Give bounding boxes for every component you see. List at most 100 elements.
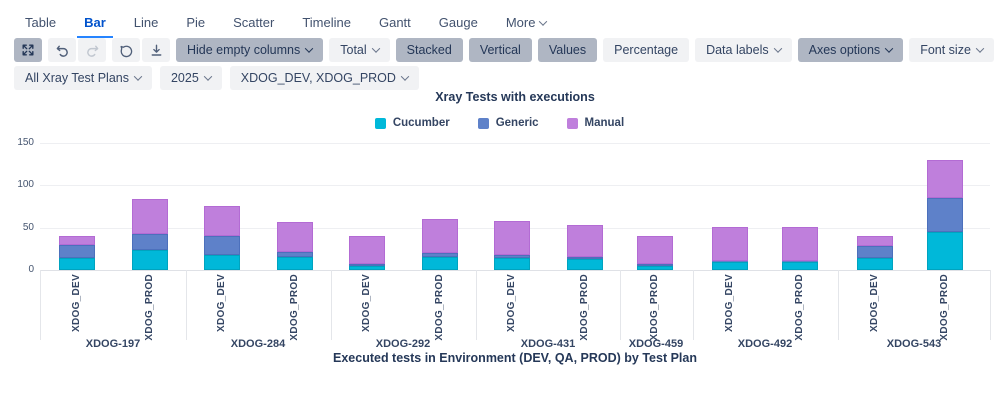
comment-button[interactable] bbox=[112, 38, 140, 62]
legend-swatch-icon bbox=[374, 117, 386, 129]
bar-segment-cucumber[interactable] bbox=[204, 254, 240, 270]
bar-segment-manual[interactable] bbox=[349, 236, 385, 265]
tab-scatter[interactable]: Scatter bbox=[226, 10, 281, 38]
stacked-button[interactable]: Stacked bbox=[395, 38, 463, 62]
total-button[interactable]: Total bbox=[329, 38, 390, 62]
tab-label: Gantt bbox=[378, 15, 411, 30]
filter-bar: All Xray Test Plans 2025 XDOG_DEV, XDOG_PR… bbox=[14, 66, 419, 90]
group-separator-line bbox=[693, 270, 694, 340]
group-separator-line bbox=[40, 270, 41, 340]
toolbar-button-group bbox=[48, 38, 106, 62]
redo-button bbox=[78, 38, 106, 62]
vertical-button[interactable]: Vertical bbox=[468, 38, 532, 62]
x-axis-env-label: XDOG_PROD bbox=[649, 274, 660, 341]
button-label: Data labels bbox=[706, 43, 769, 57]
filter-label: XDOG_DEV, XDOG_PROD bbox=[240, 71, 396, 85]
filter-xdog-dev-xdog-prod[interactable]: XDOG_DEV, XDOG_PROD bbox=[229, 66, 419, 90]
bar-segment-cucumber[interactable] bbox=[782, 261, 818, 270]
bar-segment-cucumber[interactable] bbox=[857, 258, 893, 270]
bar-segment-generic[interactable] bbox=[567, 257, 603, 259]
bar-segment-generic[interactable] bbox=[494, 254, 530, 259]
tab-label: More bbox=[505, 15, 536, 30]
x-axis-group-label: XDOG-543 bbox=[886, 338, 942, 350]
chart-type-tabs: Table Bar Line Pie Scatter Timeline Gantt Gauge… bbox=[18, 10, 567, 38]
tab-timeline[interactable]: Timeline bbox=[295, 10, 358, 38]
bar-segment-generic[interactable] bbox=[277, 252, 313, 258]
bar-segment-generic[interactable] bbox=[204, 236, 240, 255]
legend-label: Generic bbox=[495, 117, 539, 129]
x-axis-title: Executed tests in Environment (DEV, QA, … bbox=[333, 351, 697, 365]
bar-segment-manual[interactable] bbox=[637, 236, 673, 265]
percentage-button[interactable]: Percentage bbox=[603, 38, 690, 62]
bar-segment-cucumber[interactable] bbox=[349, 265, 385, 270]
tab-gantt[interactable]: Gantt bbox=[372, 10, 418, 38]
bar-segment-cucumber[interactable] bbox=[712, 261, 748, 270]
download-button[interactable] bbox=[142, 38, 170, 62]
bar-segment-manual[interactable] bbox=[277, 222, 313, 253]
tab-label: Scatter bbox=[233, 15, 275, 30]
bar-segment-manual[interactable] bbox=[132, 198, 168, 235]
bar-segment-cucumber[interactable] bbox=[132, 250, 168, 270]
bar-segment-generic[interactable] bbox=[927, 197, 963, 232]
button-label: Percentage bbox=[614, 43, 679, 57]
axes-options-button[interactable]: Axes options bbox=[797, 38, 904, 62]
chart-legend: Cucumber Generic Manual bbox=[0, 117, 999, 129]
filter-all-xray-test-plans[interactable]: All Xray Test Plans bbox=[14, 66, 152, 90]
data-labels-button[interactable]: Data labels bbox=[695, 38, 792, 62]
bar-segment-manual[interactable] bbox=[204, 206, 240, 236]
bar-segment-generic[interactable] bbox=[782, 260, 818, 262]
bar-segment-cucumber[interactable] bbox=[59, 258, 95, 270]
bar-segment-cucumber[interactable] bbox=[422, 257, 458, 270]
tab-pie[interactable]: Pie bbox=[179, 10, 212, 38]
bar-segment-generic[interactable] bbox=[349, 264, 385, 266]
legend-item-cucumber[interactable]: Cucumber bbox=[374, 117, 450, 129]
bar-segment-generic[interactable] bbox=[857, 246, 893, 259]
bar-segment-generic[interactable] bbox=[132, 234, 168, 251]
bar-segment-manual[interactable] bbox=[927, 159, 963, 198]
button-label: Font size bbox=[920, 43, 971, 57]
group-separator-line bbox=[620, 270, 621, 340]
bar-segment-cucumber[interactable] bbox=[927, 231, 963, 270]
bar-segment-cucumber[interactable] bbox=[637, 265, 673, 270]
bar-segment-manual[interactable] bbox=[422, 219, 458, 253]
bar-segment-generic[interactable] bbox=[712, 260, 748, 262]
tab-gauge[interactable]: Gauge bbox=[432, 10, 485, 38]
bar-segment-manual[interactable] bbox=[782, 226, 818, 261]
bar-segment-generic[interactable] bbox=[59, 244, 95, 259]
hide-empty-columns-button[interactable]: Hide empty columns bbox=[176, 38, 324, 62]
bar-segment-cucumber[interactable] bbox=[277, 257, 313, 270]
tab-more[interactable]: More bbox=[499, 10, 554, 38]
tab-bar[interactable]: Bar bbox=[77, 10, 113, 38]
bar-segment-manual[interactable] bbox=[59, 236, 95, 245]
expand-button[interactable] bbox=[14, 38, 42, 62]
x-axis-env-label: XDOG_PROD bbox=[289, 274, 300, 341]
bar-segment-manual[interactable] bbox=[494, 220, 530, 255]
y-axis-tick-label: 100 bbox=[17, 179, 34, 190]
button-label: Values bbox=[548, 43, 587, 57]
bar-segment-cucumber[interactable] bbox=[494, 258, 530, 270]
bar-segment-manual[interactable] bbox=[857, 236, 893, 247]
bar-segment-generic[interactable] bbox=[422, 253, 458, 258]
bar-segment-cucumber[interactable] bbox=[567, 258, 603, 270]
legend-item-generic[interactable]: Generic bbox=[477, 117, 539, 129]
tab-table[interactable]: Table bbox=[18, 10, 63, 38]
bar-segment-generic[interactable] bbox=[637, 264, 673, 266]
comment-icon bbox=[119, 43, 134, 58]
chevron-down-icon bbox=[133, 72, 143, 81]
legend-item-manual[interactable]: Manual bbox=[566, 117, 624, 129]
font-size-button[interactable]: Font size bbox=[909, 38, 994, 62]
chart-title: Xray Tests with executions bbox=[435, 90, 595, 104]
x-axis-group-label: XDOG-459 bbox=[628, 338, 684, 350]
group-separator-line bbox=[331, 270, 332, 340]
undo-icon bbox=[55, 43, 70, 58]
bar-segment-manual[interactable] bbox=[712, 226, 748, 261]
group-separator-line bbox=[990, 270, 991, 340]
bar-segment-manual[interactable] bbox=[567, 224, 603, 258]
x-axis-group-label: XDOG-492 bbox=[737, 338, 793, 350]
tab-line[interactable]: Line bbox=[127, 10, 166, 38]
filter-2025[interactable]: 2025 bbox=[159, 66, 222, 90]
undo-button[interactable] bbox=[48, 38, 76, 62]
x-axis-group-label: XDOG-284 bbox=[230, 338, 286, 350]
values-button[interactable]: Values bbox=[537, 38, 598, 62]
